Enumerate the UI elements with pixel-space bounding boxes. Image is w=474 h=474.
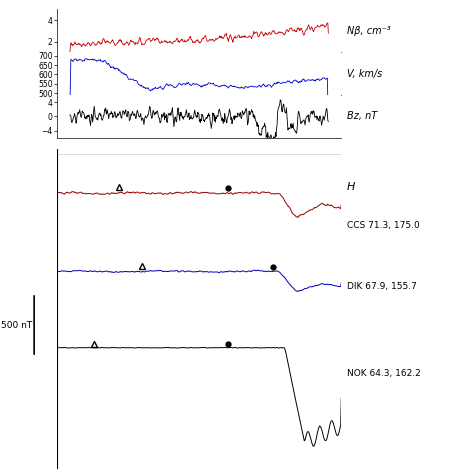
Text: CCS 71.3, 175.0: CCS 71.3, 175.0 xyxy=(347,221,419,230)
Text: Nβ, cm⁻³: Nβ, cm⁻³ xyxy=(347,26,391,36)
Text: H: H xyxy=(347,182,356,192)
Text: 500 nT: 500 nT xyxy=(1,320,33,329)
Text: Bz, nT: Bz, nT xyxy=(347,111,377,121)
Text: NOK 64.3, 162.2: NOK 64.3, 162.2 xyxy=(347,369,421,378)
Text: DIK 67.9, 155.7: DIK 67.9, 155.7 xyxy=(347,282,417,291)
Text: V, km/s: V, km/s xyxy=(347,69,382,79)
